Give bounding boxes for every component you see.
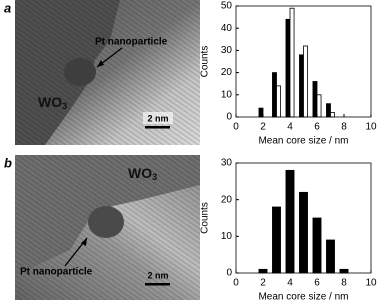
- scale-bar-label: 2 nm: [147, 113, 168, 123]
- panel-label: b: [4, 155, 12, 170]
- x-tick-label: 10: [365, 122, 377, 133]
- x-tick-label: 8: [341, 122, 347, 133]
- y-axis-label: Counts: [200, 202, 211, 234]
- material-label: WO3: [38, 94, 67, 112]
- bar: [330, 112, 335, 118]
- y-tick-label: 20: [221, 194, 233, 205]
- bar: [326, 103, 331, 118]
- tem-image-a: [15, 0, 200, 145]
- x-tick-label: 6: [314, 278, 320, 289]
- bar: [258, 107, 264, 118]
- bar: [326, 239, 335, 274]
- bar: [303, 45, 308, 118]
- y-tick-label: 20: [221, 67, 233, 78]
- x-axis-label: Mean core size / nm: [258, 292, 348, 303]
- plot-frame: [235, 5, 372, 118]
- x-axis-label: Mean core size / nm: [258, 136, 348, 147]
- bar: [285, 169, 295, 274]
- x-tick-label: 0: [233, 122, 239, 133]
- plot-frame: [235, 162, 372, 274]
- material-sub: 3: [152, 172, 157, 182]
- material: WO: [38, 94, 62, 110]
- panel-label: a: [4, 0, 11, 15]
- y-tick-label: 30: [221, 45, 233, 56]
- bar: [272, 206, 281, 274]
- bar: [299, 191, 308, 274]
- annotation: Pt nanoparticle: [20, 267, 93, 278]
- bar: [289, 7, 295, 118]
- material-label: WO3: [128, 165, 157, 183]
- x-tick-label: 6: [314, 122, 320, 133]
- x-tick-label: 8: [341, 278, 347, 289]
- tem-image-b: [15, 155, 200, 300]
- bar: [299, 54, 304, 118]
- x-tick-label: 4: [287, 122, 293, 133]
- y-tick-label: 0: [226, 112, 232, 123]
- x-tick-label: 2: [260, 278, 266, 289]
- material: WO: [128, 165, 152, 181]
- bar: [316, 94, 322, 118]
- x-tick-label: 0: [233, 278, 239, 289]
- y-tick-label: 0: [226, 268, 232, 279]
- x-tick-label: 4: [287, 278, 293, 289]
- y-tick-label: 10: [221, 89, 233, 100]
- y-axis-label: Counts: [200, 46, 211, 78]
- y-tick-label: 10: [221, 231, 233, 242]
- scale-bar-label: 2 nm: [147, 270, 168, 280]
- y-tick-label: 50: [221, 1, 233, 12]
- bar: [272, 72, 277, 118]
- bar: [285, 18, 291, 118]
- bar: [312, 81, 318, 118]
- bar: [312, 217, 322, 274]
- x-tick-label: 2: [260, 122, 266, 133]
- material-sub: 3: [62, 101, 67, 111]
- y-tick-label: 40: [221, 23, 233, 34]
- bar: [276, 85, 281, 118]
- annotation: Pt nanoparticle: [95, 37, 168, 48]
- x-tick-label: 10: [365, 278, 377, 289]
- y-tick-label: 30: [221, 158, 233, 169]
